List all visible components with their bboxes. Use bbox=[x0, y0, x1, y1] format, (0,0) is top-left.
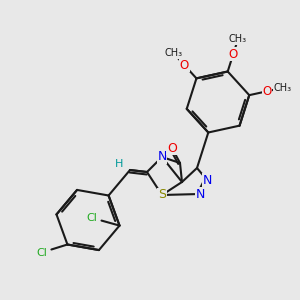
Text: N: N bbox=[157, 151, 167, 164]
Text: S: S bbox=[158, 188, 166, 202]
Text: O: O bbox=[262, 85, 272, 98]
Text: CH₃: CH₃ bbox=[273, 83, 292, 93]
Text: CH₃: CH₃ bbox=[164, 48, 183, 58]
Text: Cl: Cl bbox=[86, 213, 97, 223]
Text: O: O bbox=[180, 58, 189, 71]
Text: O: O bbox=[167, 142, 177, 154]
Text: O: O bbox=[229, 48, 238, 61]
Text: H: H bbox=[115, 159, 123, 169]
Text: N: N bbox=[195, 188, 205, 200]
Text: N: N bbox=[202, 173, 212, 187]
Text: CH₃: CH₃ bbox=[229, 34, 247, 44]
Text: Cl: Cl bbox=[36, 248, 47, 257]
